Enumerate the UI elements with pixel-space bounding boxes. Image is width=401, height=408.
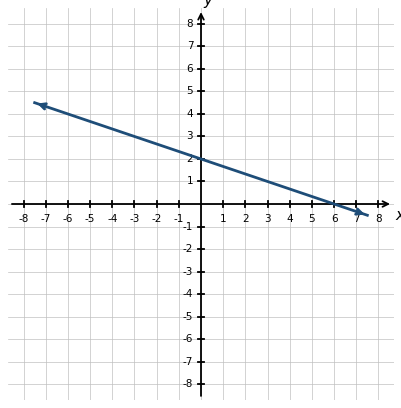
Text: -4: -4	[182, 289, 193, 299]
Text: x: x	[394, 208, 401, 223]
Text: 8: 8	[374, 214, 381, 224]
Text: 2: 2	[186, 154, 193, 164]
Text: -6: -6	[63, 214, 73, 224]
Text: -5: -5	[182, 312, 193, 322]
Text: -3: -3	[129, 214, 139, 224]
Text: 7: 7	[352, 214, 358, 224]
Text: 4: 4	[286, 214, 292, 224]
Text: -1: -1	[182, 222, 193, 231]
Text: 4: 4	[186, 109, 193, 119]
Text: -1: -1	[173, 214, 184, 224]
Text: 6: 6	[330, 214, 336, 224]
Text: -2: -2	[151, 214, 162, 224]
Text: -2: -2	[182, 244, 193, 254]
Text: 7: 7	[186, 42, 193, 51]
Text: 6: 6	[186, 64, 193, 74]
Text: 3: 3	[263, 214, 270, 224]
Text: -7: -7	[182, 357, 193, 366]
Text: -3: -3	[182, 266, 193, 277]
Text: y: y	[203, 0, 212, 8]
Text: -6: -6	[182, 334, 193, 344]
Text: 8: 8	[186, 19, 193, 29]
Text: 5: 5	[308, 214, 314, 224]
Text: -7: -7	[41, 214, 51, 224]
Text: -4: -4	[107, 214, 117, 224]
Text: -8: -8	[18, 214, 29, 224]
Text: 3: 3	[186, 131, 193, 142]
Text: 1: 1	[186, 177, 193, 186]
Text: 5: 5	[186, 86, 193, 96]
Text: 1: 1	[219, 214, 226, 224]
Text: -5: -5	[85, 214, 95, 224]
Text: 2: 2	[241, 214, 248, 224]
Text: -8: -8	[182, 379, 193, 389]
